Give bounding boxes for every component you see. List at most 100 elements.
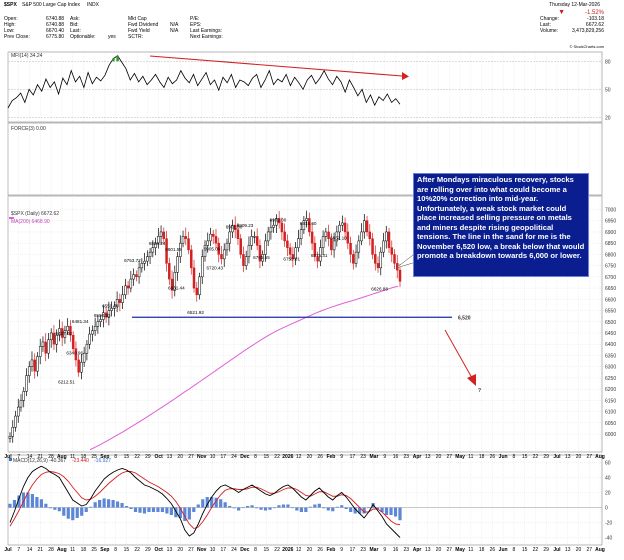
x-tick-label: 25 <box>91 454 97 460</box>
price-candle <box>30 359 34 367</box>
x-tick-label: 28 <box>48 547 54 553</box>
macd-hist-bar <box>102 498 106 508</box>
price-candle <box>146 256 149 262</box>
price-candle <box>382 240 385 253</box>
price-candle <box>8 436 12 439</box>
macd-hist-bar <box>205 497 209 508</box>
x-tick-label: Aug <box>595 454 605 460</box>
x-tick-label: 23 <box>360 454 366 460</box>
price-y-tick: 6850 <box>605 241 616 247</box>
macd-hist-bar <box>268 507 272 510</box>
x-tick-label: 22 <box>533 547 539 553</box>
price-candle <box>357 240 361 253</box>
x-tick-label: 20 <box>576 454 582 460</box>
header-label: P/E: <box>190 16 199 22</box>
price-data-label: 6753.72 <box>124 258 141 263</box>
macd-hist-bar <box>156 507 160 512</box>
macd-hist-bar <box>71 507 75 521</box>
price-candle <box>371 238 374 255</box>
price-candle <box>302 220 306 230</box>
macd-hist-bar <box>335 506 339 508</box>
price-candle <box>211 233 215 237</box>
x-tick-label: 22 <box>274 547 280 553</box>
x-tick-label: 26 <box>317 547 323 553</box>
x-tick-label: 23 <box>403 454 409 460</box>
price-candle <box>338 224 341 233</box>
x-tick-label: 10 <box>210 547 216 553</box>
macd-legend-hist: -16.927 <box>94 458 111 464</box>
price-candle <box>324 231 328 237</box>
price-candle <box>280 222 284 233</box>
support-label: 6,520 <box>458 315 471 321</box>
price-y-tick: 6500 <box>605 320 616 326</box>
mfi-frame <box>7 51 603 123</box>
macd-hist-bar <box>169 507 173 515</box>
x-tick-label: 2026 <box>282 547 293 553</box>
down-arrow-icon: ▼ <box>558 9 565 16</box>
price-data-label: 6481.34 <box>72 319 89 324</box>
x-tick-label: May <box>455 454 465 460</box>
price-candle <box>360 231 363 242</box>
price-candle <box>316 256 319 262</box>
x-tick-label: Aug <box>57 454 67 460</box>
macd-hist-bar <box>165 507 169 514</box>
macd-hist-bar <box>317 503 321 508</box>
price-data-label: 6765.55 <box>253 255 270 260</box>
x-tick-label: 20 <box>177 547 183 553</box>
x-tick-label: 29 <box>145 547 151 553</box>
macd-hist-bar <box>48 507 52 509</box>
macd-hist-bar <box>196 504 200 508</box>
macd-hist-bar <box>115 501 120 508</box>
price-candle <box>297 238 300 248</box>
x-tick-label: 9 <box>383 454 386 460</box>
macd-hist-bar <box>35 497 39 508</box>
price-candle <box>132 274 135 280</box>
price-candle <box>77 359 80 373</box>
price-candle <box>55 334 58 345</box>
arrow-head-icon <box>467 374 476 386</box>
macd-hist-bar <box>340 505 344 508</box>
price-candle <box>346 231 350 244</box>
price-bars <box>8 210 402 443</box>
macd-hist-bar <box>326 507 330 511</box>
x-tick-label: 20 <box>436 547 442 553</box>
price-candle <box>99 319 102 323</box>
x-tick-label: 17 <box>350 454 356 460</box>
price-candle <box>228 231 231 244</box>
mfi-trendline <box>149 55 403 77</box>
price-candle <box>343 222 347 233</box>
x-tick-label: 14 <box>27 454 33 460</box>
macd-hist-bar <box>80 507 84 516</box>
x-tick-label: Aug <box>595 547 605 553</box>
header-label: SCTR: <box>128 34 143 40</box>
exchange: INDX <box>87 2 100 8</box>
price-candle <box>33 359 36 372</box>
x-tick-label: 20 <box>436 454 442 460</box>
price-data-label: 6828.24 <box>149 241 166 246</box>
header-label: Bid: <box>70 22 79 28</box>
projection-arrow <box>444 329 473 379</box>
price-candle <box>277 218 281 224</box>
macd-hist-bar <box>57 507 61 512</box>
commentary-text: After Mondays miraculous recovery, stock… <box>417 175 585 260</box>
x-tick-label: 13 <box>167 454 173 460</box>
x-tick-label: 8 <box>114 454 117 460</box>
price-candle <box>308 218 311 233</box>
header-label: Low: <box>4 28 15 34</box>
macd-hist-bar <box>120 503 124 508</box>
x-tick-label: 28 <box>48 454 54 460</box>
macd-hist-bar <box>375 507 380 509</box>
price-candle <box>47 339 50 354</box>
price-candle <box>201 256 204 278</box>
price-candle <box>313 242 317 257</box>
price-data-label: 6932.00 <box>270 218 287 223</box>
macd-hist-bar <box>8 503 12 508</box>
macd-hist-bar <box>17 495 21 508</box>
macd-hist-bar <box>349 507 353 512</box>
instrument-name: S&P 500 Large Cap Index <box>22 2 81 8</box>
x-tick-label: Sep <box>100 547 109 553</box>
price-y-tick: 6550 <box>605 309 616 315</box>
price-candle <box>148 251 152 257</box>
x-tick-label: 21 <box>38 547 44 553</box>
